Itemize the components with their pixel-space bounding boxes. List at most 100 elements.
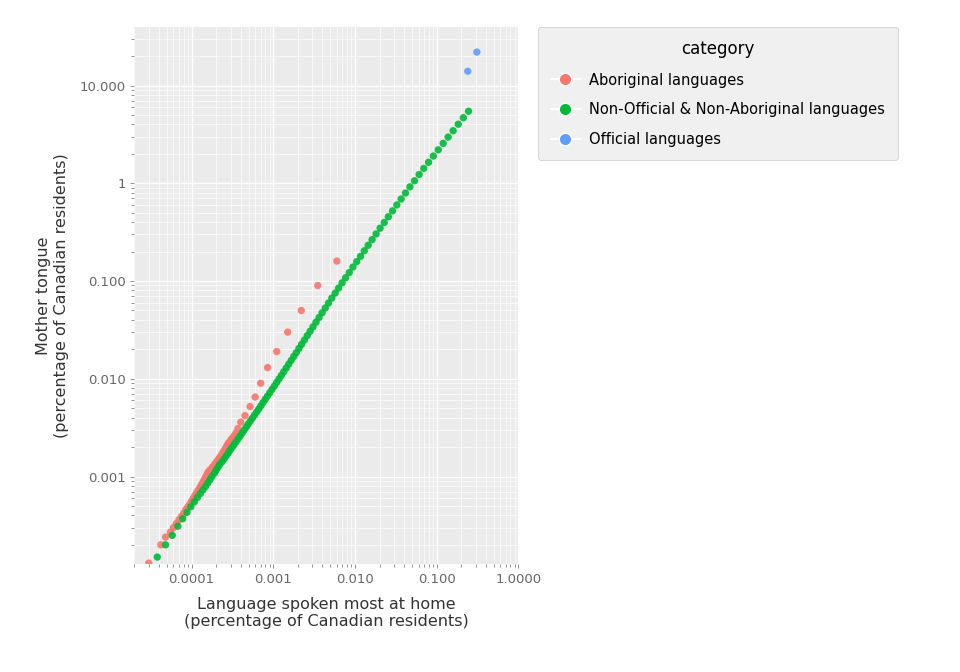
Point xyxy=(338,272,353,283)
Point xyxy=(206,460,222,470)
Point xyxy=(445,125,461,136)
Point xyxy=(197,473,212,484)
Point xyxy=(353,251,369,261)
Point xyxy=(176,508,191,519)
Point xyxy=(300,331,315,341)
Point xyxy=(232,431,248,442)
Point xyxy=(150,552,165,562)
Point xyxy=(212,460,228,470)
Point xyxy=(185,493,201,503)
Point xyxy=(196,476,211,487)
Point xyxy=(203,474,218,485)
Point xyxy=(243,401,258,412)
Point xyxy=(224,433,239,444)
Point xyxy=(324,293,340,304)
Point xyxy=(195,478,210,489)
Point xyxy=(230,423,246,434)
Point xyxy=(227,431,242,442)
Point xyxy=(237,410,252,421)
Point xyxy=(269,346,284,357)
Point xyxy=(162,527,178,538)
Point xyxy=(311,312,326,323)
Point xyxy=(193,488,208,499)
Point xyxy=(255,397,271,408)
Point xyxy=(218,443,233,454)
Point xyxy=(212,452,228,463)
Point xyxy=(214,456,229,467)
Point xyxy=(278,363,294,374)
Point xyxy=(267,380,282,391)
Point xyxy=(201,466,216,477)
Point xyxy=(349,256,365,267)
Point xyxy=(243,416,258,427)
Point xyxy=(139,569,155,580)
Point xyxy=(219,451,234,462)
Point xyxy=(361,240,376,251)
Point xyxy=(141,558,156,569)
Point xyxy=(407,175,422,186)
Point xyxy=(228,437,244,448)
Point xyxy=(195,485,210,495)
Point xyxy=(190,492,205,503)
Point xyxy=(315,307,330,318)
Point xyxy=(228,427,244,438)
Point xyxy=(412,169,427,180)
Point xyxy=(169,518,184,529)
Point xyxy=(221,438,236,449)
Point xyxy=(216,446,231,456)
Point xyxy=(321,298,336,308)
Point xyxy=(297,335,312,345)
Point xyxy=(381,211,396,222)
Point xyxy=(189,487,204,498)
Point xyxy=(238,422,253,433)
Point xyxy=(184,496,200,507)
Point xyxy=(240,419,255,429)
Point xyxy=(170,521,185,532)
Point xyxy=(192,482,207,493)
Point xyxy=(262,388,277,398)
Point xyxy=(302,326,318,337)
Point xyxy=(420,157,436,167)
Point xyxy=(441,132,456,142)
X-axis label: Language spoken most at home
(percentage of Canadian residents): Language spoken most at home (percentage… xyxy=(184,597,468,629)
Point xyxy=(318,302,333,313)
Point xyxy=(394,194,409,204)
Point xyxy=(227,439,242,450)
Point xyxy=(389,200,404,210)
Point xyxy=(219,440,234,451)
Point xyxy=(252,378,268,388)
Point xyxy=(225,442,240,453)
Point xyxy=(200,478,215,489)
Point xyxy=(257,394,273,405)
Point xyxy=(460,66,475,77)
Point xyxy=(291,343,306,354)
Point xyxy=(223,435,238,446)
Point xyxy=(281,359,297,370)
Point xyxy=(174,511,189,522)
Point xyxy=(342,267,357,278)
Point xyxy=(223,445,238,456)
Legend: Aboriginal languages, Non-Official & Non-Aboriginal languages, Official language: Aboriginal languages, Non-Official & Non… xyxy=(538,27,898,160)
Point xyxy=(215,448,230,458)
Point xyxy=(334,278,349,288)
Point xyxy=(203,464,218,475)
Point xyxy=(327,288,343,298)
Point xyxy=(247,410,262,421)
Point xyxy=(431,144,446,155)
Point xyxy=(213,450,228,460)
Point xyxy=(233,417,249,427)
Point xyxy=(199,471,214,482)
Point xyxy=(416,163,431,174)
Point xyxy=(346,261,361,272)
Point xyxy=(450,119,466,130)
Point xyxy=(329,255,345,266)
Point xyxy=(204,471,220,482)
Point xyxy=(186,497,202,507)
Point xyxy=(171,515,186,526)
Point xyxy=(372,223,388,234)
Point xyxy=(187,490,203,501)
Point xyxy=(251,404,266,415)
Point xyxy=(456,112,471,123)
Point xyxy=(376,217,392,228)
Point xyxy=(221,448,236,458)
